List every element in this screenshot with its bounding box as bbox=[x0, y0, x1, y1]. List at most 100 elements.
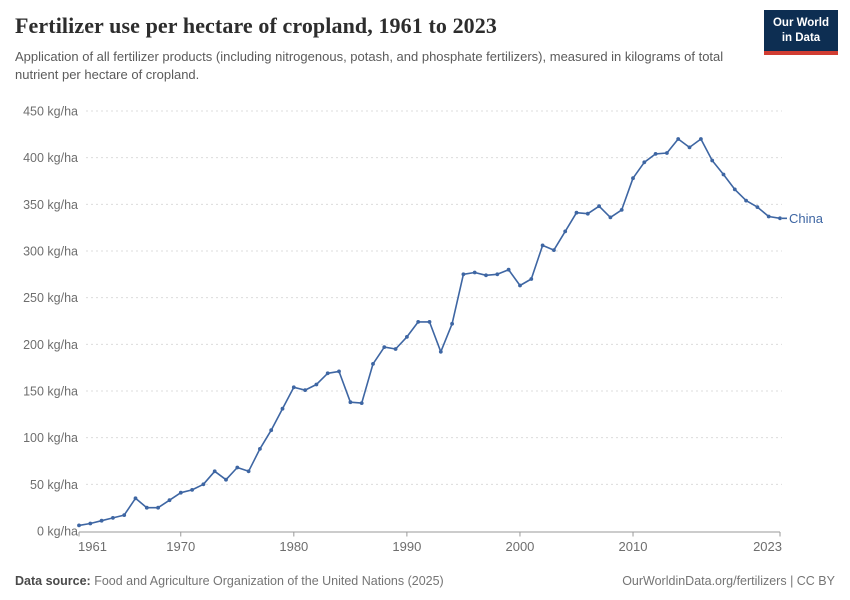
y-axis-tick-label: 400 kg/ha bbox=[23, 151, 78, 165]
data-point[interactable] bbox=[393, 347, 398, 351]
x-axis-tick-label: 1961 bbox=[78, 539, 107, 554]
y-axis-tick-label: 450 kg/ha bbox=[23, 105, 78, 119]
data-point[interactable] bbox=[178, 490, 183, 495]
data-point[interactable] bbox=[201, 482, 206, 487]
data-point[interactable] bbox=[280, 406, 285, 411]
data-point[interactable] bbox=[235, 465, 240, 470]
data-point[interactable] bbox=[212, 469, 217, 474]
data-point[interactable] bbox=[506, 267, 511, 272]
chart-footer: Data source: Food and Agriculture Organi… bbox=[15, 574, 835, 588]
data-point[interactable] bbox=[156, 505, 161, 510]
data-point[interactable] bbox=[167, 498, 172, 503]
data-point[interactable] bbox=[495, 272, 500, 277]
series-label-china[interactable]: China bbox=[789, 211, 824, 226]
data-point[interactable] bbox=[563, 229, 568, 234]
data-point[interactable] bbox=[359, 401, 364, 405]
data-point[interactable] bbox=[461, 272, 466, 277]
data-point[interactable] bbox=[552, 248, 556, 253]
data-point[interactable] bbox=[269, 428, 274, 433]
data-point[interactable] bbox=[416, 320, 421, 324]
data-point[interactable] bbox=[744, 198, 748, 203]
x-axis-tick-label: 1980 bbox=[279, 539, 308, 554]
y-axis-tick-label: 250 kg/ha bbox=[23, 291, 78, 305]
logo-line-1: Our World bbox=[772, 17, 829, 29]
data-source: Data source: Food and Agriculture Organi… bbox=[15, 574, 444, 588]
data-point[interactable] bbox=[450, 321, 454, 326]
data-point[interactable] bbox=[732, 187, 737, 192]
data-point[interactable] bbox=[766, 214, 771, 219]
data-point[interactable] bbox=[314, 382, 319, 387]
data-point[interactable] bbox=[540, 243, 545, 248]
y-axis-tick-label: 100 kg/ha bbox=[23, 431, 78, 445]
data-source-text: Food and Agriculture Organization of the… bbox=[90, 574, 444, 588]
data-point[interactable] bbox=[382, 345, 387, 349]
y-axis-tick-label: 350 kg/ha bbox=[23, 198, 78, 212]
data-point[interactable] bbox=[348, 400, 353, 405]
data-point[interactable] bbox=[619, 208, 624, 212]
data-point[interactable] bbox=[529, 277, 534, 281]
series-end-label-group[interactable]: China bbox=[782, 211, 824, 226]
data-point[interactable] bbox=[371, 362, 375, 366]
owid-logo[interactable]: Our World in Data bbox=[764, 10, 838, 55]
credit-link[interactable]: OurWorldinData.org/fertilizers | CC BY bbox=[622, 574, 835, 588]
chart-subtitle: Application of all fertilizer products (… bbox=[15, 49, 724, 83]
gridlines bbox=[86, 110, 782, 485]
x-axis-tick-label: 1970 bbox=[166, 539, 195, 554]
x-axis-labels: 1961 1970 1980 1990 2000 2010 2023 bbox=[78, 539, 782, 554]
data-point[interactable] bbox=[699, 137, 703, 141]
data-point[interactable] bbox=[585, 211, 590, 216]
data-point[interactable] bbox=[653, 152, 658, 156]
y-axis-tick-label: 150 kg/ha bbox=[23, 385, 78, 399]
x-axis bbox=[78, 531, 781, 537]
y-axis-labels: 0 kg/ha 50 kg/ha 100 kg/ha 150 kg/ha 200 kg/… bbox=[23, 105, 78, 539]
data-point[interactable] bbox=[111, 516, 115, 520]
data-point[interactable] bbox=[405, 335, 409, 339]
data-point[interactable] bbox=[631, 176, 635, 181]
data-point[interactable] bbox=[676, 137, 681, 141]
data-point[interactable] bbox=[484, 273, 488, 278]
chart-header: Fertilizer use per hectare of cropland, … bbox=[0, 0, 850, 85]
data-point[interactable] bbox=[291, 385, 296, 390]
logo-line-2: in Data bbox=[781, 31, 821, 44]
china-series-line bbox=[78, 138, 781, 527]
data-point[interactable] bbox=[122, 513, 127, 517]
data-point[interactable] bbox=[144, 505, 149, 510]
y-axis-tick-label: 200 kg/ha bbox=[23, 338, 78, 352]
data-point[interactable] bbox=[427, 320, 432, 324]
y-axis-tick-label: 300 kg/ha bbox=[23, 245, 78, 259]
page-title: Fertilizer use per hectare of cropland, … bbox=[15, 13, 497, 38]
data-point[interactable] bbox=[77, 523, 81, 528]
data-point[interactable] bbox=[710, 158, 715, 163]
data-point[interactable] bbox=[472, 270, 477, 275]
data-point[interactable] bbox=[224, 477, 228, 482]
data-point[interactable] bbox=[687, 145, 692, 150]
x-axis-tick-label: 2023 bbox=[753, 539, 782, 554]
data-point[interactable] bbox=[325, 371, 330, 376]
data-point[interactable] bbox=[665, 151, 669, 155]
data-point[interactable] bbox=[721, 172, 726, 177]
data-point[interactable] bbox=[337, 369, 341, 374]
line-chart[interactable]: 0 kg/ha 50 kg/ha 100 kg/ha 150 kg/ha 200 kg/… bbox=[0, 95, 850, 565]
x-axis-tick-label: 2000 bbox=[505, 539, 534, 554]
data-point[interactable] bbox=[642, 160, 647, 165]
data-point[interactable] bbox=[574, 210, 579, 215]
data-point[interactable] bbox=[438, 349, 443, 354]
data-point[interactable] bbox=[88, 521, 93, 526]
data-point[interactable] bbox=[258, 447, 262, 451]
y-axis-tick-label: 0 kg/ha bbox=[37, 525, 78, 539]
data-point[interactable] bbox=[778, 216, 782, 221]
data-point[interactable] bbox=[755, 205, 760, 209]
data-point[interactable] bbox=[99, 518, 104, 523]
data-point[interactable] bbox=[190, 488, 195, 492]
data-point[interactable] bbox=[246, 469, 251, 474]
data-point[interactable] bbox=[597, 204, 601, 209]
x-axis-tick-label: 2010 bbox=[619, 539, 648, 554]
data-point[interactable] bbox=[133, 496, 138, 501]
x-axis-tick-label: 1990 bbox=[392, 539, 421, 554]
y-axis-tick-label: 50 kg/ha bbox=[30, 478, 78, 492]
data-source-label: Data source: bbox=[15, 574, 91, 588]
data-point[interactable] bbox=[608, 215, 613, 220]
data-point[interactable] bbox=[303, 388, 307, 392]
data-point[interactable] bbox=[518, 283, 522, 288]
